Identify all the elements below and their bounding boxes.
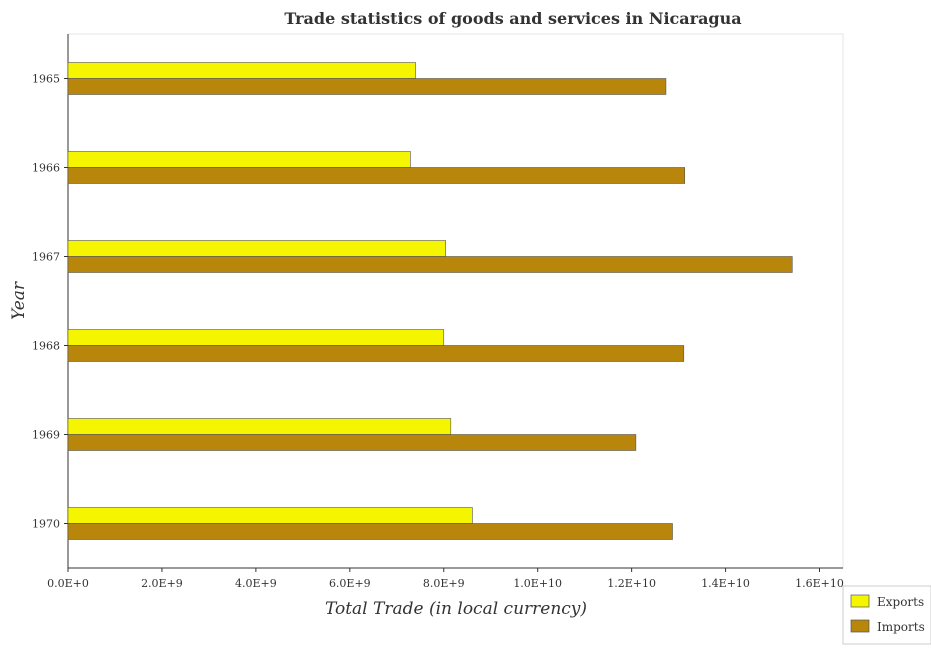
- bar-imports-1970: [67, 523, 673, 540]
- x-tick-label: 1.6E+10: [795, 577, 844, 590]
- bar-imports-1968: [67, 345, 685, 362]
- y-tick-label: 1966: [32, 162, 60, 175]
- y-axis-title: Year: [9, 281, 29, 320]
- x-tick-label: 4.0E+9: [235, 577, 277, 590]
- y-tick-label: 1967: [32, 251, 60, 264]
- x-tick-label: 1.2E+10: [607, 577, 656, 590]
- bar-exports-1969: [67, 418, 452, 435]
- x-tick-label: 1.4E+10: [701, 577, 750, 590]
- bar-exports-1968: [67, 329, 445, 346]
- y-tick-label: 1968: [32, 340, 60, 353]
- y-tick-label: 1965: [32, 73, 60, 86]
- legend-label-exports: Exports: [877, 595, 924, 609]
- legend: Exports Imports: [842, 585, 931, 645]
- x-tick-label: 0.0E+0: [47, 577, 89, 590]
- bar-exports-1966: [67, 151, 411, 168]
- bar-imports-1967: [67, 256, 793, 273]
- x-tick-label: 6.0E+9: [329, 577, 371, 590]
- legend-box: [842, 585, 931, 645]
- bar-exports-1965: [67, 62, 416, 79]
- chart-title: Trade statistics of goods and services i…: [284, 9, 741, 28]
- x-tick-label: 1.0E+10: [513, 577, 562, 590]
- bar-exports-1970: [67, 507, 473, 524]
- plot-area: [67, 33, 844, 569]
- bar-imports-1965: [67, 78, 667, 95]
- bar-imports-1966: [67, 167, 686, 184]
- legend-label-imports: Imports: [877, 620, 925, 634]
- legend-swatch-exports: [850, 594, 870, 608]
- legend-swatch-imports: [850, 619, 870, 633]
- x-tick-label: 8.0E+9: [423, 577, 465, 590]
- x-axis-title: Total Trade (in local currency): [325, 599, 587, 619]
- x-tick-label: 2.0E+9: [141, 577, 183, 590]
- y-tick-label: 1970: [32, 518, 60, 531]
- bar-imports-1969: [67, 434, 637, 451]
- bar-exports-1967: [67, 240, 446, 257]
- y-tick-label: 1969: [32, 429, 60, 442]
